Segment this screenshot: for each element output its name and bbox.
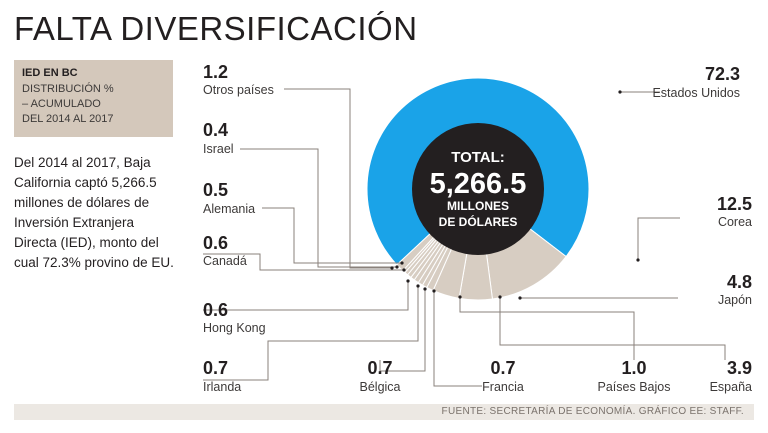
leader-dot-paises-bajos <box>458 295 462 299</box>
source-bar: FUENTE: SECRETARÍA DE ECONOMÍA. GRÁFICO … <box>14 404 754 420</box>
info-panel: IED EN BC DISTRIBUCIÓN % – ACUMULADO DEL… <box>14 60 173 137</box>
value-label-irlanda: 0.7 <box>203 358 228 378</box>
value-label-hong-kong: 0.6 <box>203 300 228 320</box>
center-unit-line1: MILLONES <box>447 199 509 213</box>
value-label-estados-unidos: 72.3 <box>705 64 740 84</box>
category-label-belgica: Bélgica <box>360 380 401 394</box>
value-label-paises-bajos: 1.0 <box>621 358 646 378</box>
leader-dot-otros-paises <box>390 266 394 270</box>
category-label-paises-bajos: Países Bajos <box>598 380 671 394</box>
leader-dot-francia <box>432 289 436 293</box>
leader-line-belgica <box>379 289 426 372</box>
leader-dot-espana <box>498 295 502 299</box>
center-total-label: TOTAL: <box>451 149 505 166</box>
leader-line-alemania <box>262 207 402 264</box>
leader-line-francia <box>433 291 482 387</box>
value-label-israel: 0.4 <box>203 120 228 140</box>
leader-dot-hong-kong <box>406 279 410 283</box>
category-label-espana: España <box>710 380 752 394</box>
category-label-corea: Corea <box>718 215 752 229</box>
category-label-otros-paises: Otros países <box>203 83 274 97</box>
category-label-canada: Canadá <box>203 254 247 268</box>
value-label-alemania: 0.5 <box>203 180 228 200</box>
category-label-alemania: Alemania <box>203 202 255 216</box>
category-label-hong-kong: Hong Kong <box>203 321 266 335</box>
leader-dot-estados-unidos <box>618 90 622 94</box>
center-disc <box>412 123 544 255</box>
leader-line-hong-kong <box>203 281 409 311</box>
source-note: FUENTE: SECRETARÍA DE ECONOMÍA. GRÁFICO … <box>441 406 744 417</box>
leader-line-otros-paises <box>284 88 392 269</box>
leader-line-paises-bajos <box>459 297 635 360</box>
leader-line-canada <box>203 253 404 271</box>
value-label-otros-paises: 1.2 <box>203 62 228 82</box>
center-unit-line2: DE DÓLARES <box>439 214 518 229</box>
chart-title: FALTA DIVERSIFICACIÓN <box>14 10 418 47</box>
center-total-value: 5,266.5 <box>430 168 527 200</box>
panel-subtitle: DISTRIBUCIÓN % – ACUMULADO DEL 2014 AL 2… <box>22 83 114 125</box>
panel-kicker: IED EN BC <box>22 67 78 79</box>
leader-dot-japon <box>518 296 522 300</box>
leader-line-espana <box>499 297 726 360</box>
leader-line-irlanda <box>203 286 419 381</box>
value-label-francia: 0.7 <box>490 358 515 378</box>
value-label-japon: 4.8 <box>727 272 752 292</box>
value-label-espana: 3.9 <box>727 358 752 378</box>
leader-line-israel <box>240 148 397 268</box>
category-label-estados-unidos: Estados Unidos <box>652 86 740 100</box>
description-text: Del 2014 al 2017, Baja California captó … <box>14 155 174 270</box>
leader-dot-corea <box>636 258 640 262</box>
value-label-canada: 0.6 <box>203 233 228 253</box>
leader-dot-canada <box>402 268 406 272</box>
leader-lines <box>203 88 726 387</box>
leader-dot-israel <box>395 265 399 269</box>
category-label-irlanda: Irlanda <box>203 380 241 394</box>
leader-dot-irlanda <box>416 284 420 288</box>
leader-dot-belgica <box>423 287 427 291</box>
category-label-israel: Israel <box>203 142 234 156</box>
category-label-francia: Francia <box>482 380 524 394</box>
value-label-belgica: 0.7 <box>367 358 392 378</box>
leader-dot-alemania <box>400 261 404 265</box>
category-label-japon: Japón <box>718 293 752 307</box>
leader-line-corea <box>637 217 680 260</box>
value-label-corea: 12.5 <box>717 194 752 214</box>
